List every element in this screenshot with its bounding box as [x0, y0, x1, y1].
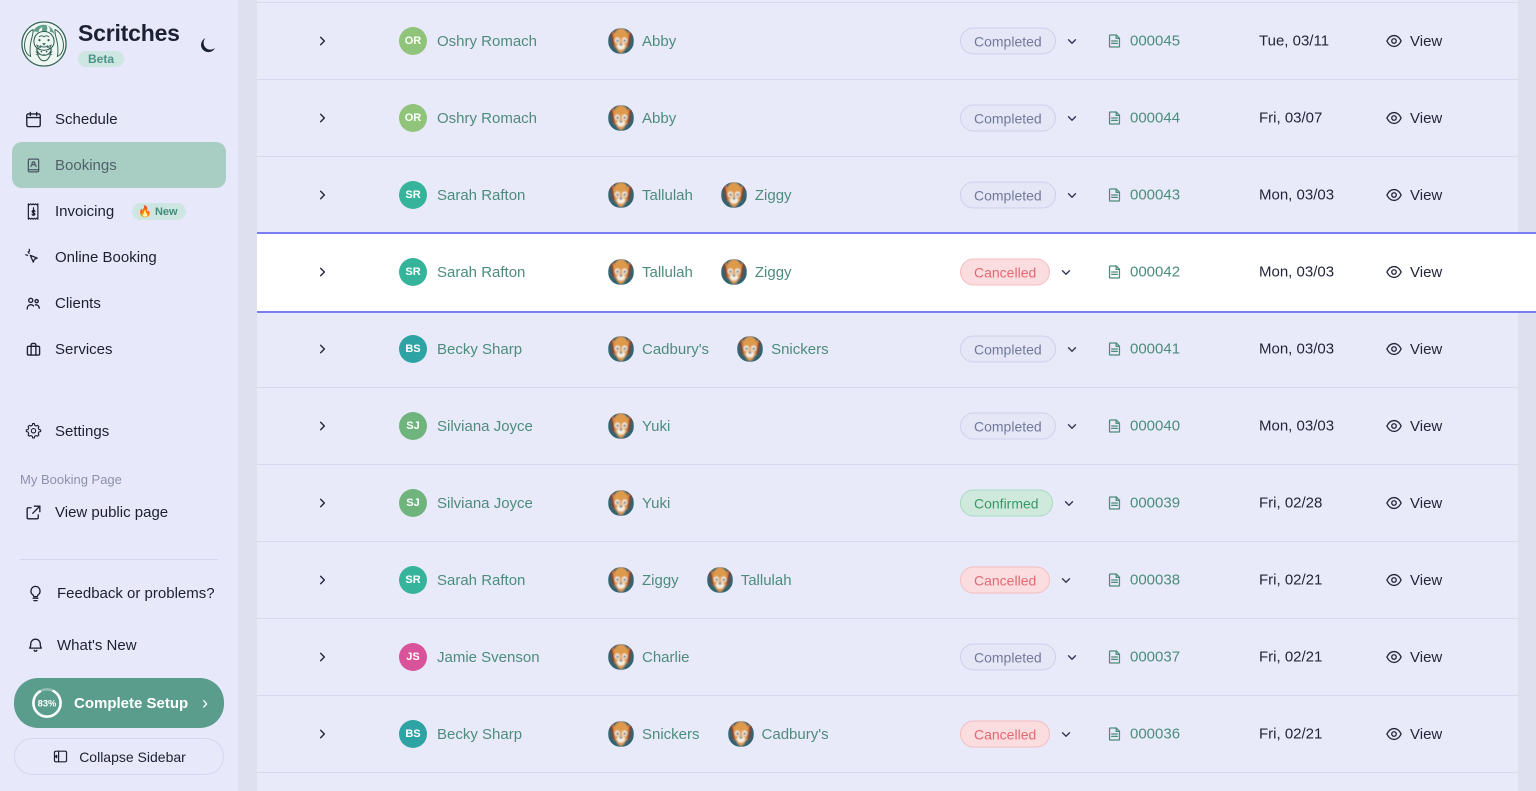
- svg-text:83%: 83%: [38, 698, 57, 708]
